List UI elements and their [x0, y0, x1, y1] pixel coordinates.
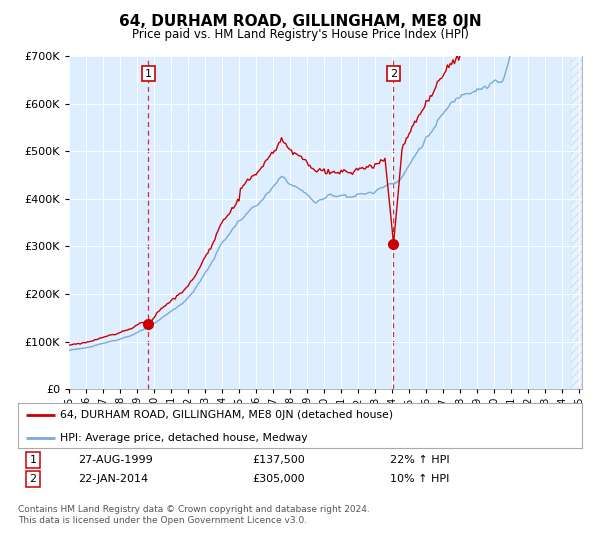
Text: 2: 2 — [29, 474, 37, 484]
Text: £137,500: £137,500 — [252, 455, 305, 465]
Text: 22-JAN-2014: 22-JAN-2014 — [78, 474, 148, 484]
Text: 10% ↑ HPI: 10% ↑ HPI — [390, 474, 449, 484]
Text: 64, DURHAM ROAD, GILLINGHAM, ME8 0JN (detached house): 64, DURHAM ROAD, GILLINGHAM, ME8 0JN (de… — [60, 410, 394, 421]
Text: 1: 1 — [145, 69, 152, 78]
Text: Contains HM Land Registry data © Crown copyright and database right 2024.
This d: Contains HM Land Registry data © Crown c… — [18, 505, 370, 525]
Text: 2: 2 — [390, 69, 397, 78]
Text: 64, DURHAM ROAD, GILLINGHAM, ME8 0JN: 64, DURHAM ROAD, GILLINGHAM, ME8 0JN — [119, 14, 481, 29]
Text: £305,000: £305,000 — [252, 474, 305, 484]
Text: HPI: Average price, detached house, Medway: HPI: Average price, detached house, Medw… — [60, 433, 308, 443]
Text: 27-AUG-1999: 27-AUG-1999 — [78, 455, 153, 465]
Text: 1: 1 — [29, 455, 37, 465]
Text: Price paid vs. HM Land Registry's House Price Index (HPI): Price paid vs. HM Land Registry's House … — [131, 28, 469, 41]
Text: 22% ↑ HPI: 22% ↑ HPI — [390, 455, 449, 465]
Bar — [571, 56, 582, 389]
